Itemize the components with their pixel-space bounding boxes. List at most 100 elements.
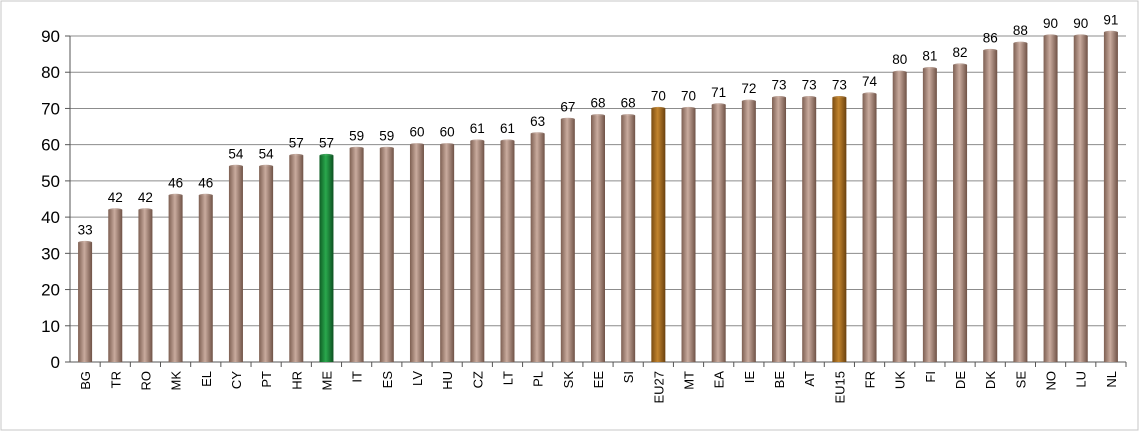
x-tick-label-de: DE bbox=[953, 371, 968, 389]
bar-me bbox=[319, 155, 334, 362]
bar-nl bbox=[1103, 32, 1118, 362]
data-label-cy: 54 bbox=[228, 146, 244, 161]
x-tick-label-bg: BG bbox=[78, 371, 93, 390]
x-tick-label-el: EL bbox=[199, 371, 214, 387]
bar-no bbox=[1043, 36, 1058, 362]
bar-cap bbox=[379, 146, 394, 150]
bars bbox=[78, 30, 1118, 363]
x-tick-label-fr: FR bbox=[863, 371, 878, 388]
bar-cap bbox=[138, 208, 153, 212]
data-label-cz: 61 bbox=[470, 121, 485, 136]
data-label-bg: 33 bbox=[78, 222, 93, 237]
x-tick-label-cz: CZ bbox=[470, 371, 485, 388]
data-label-hu: 60 bbox=[440, 125, 455, 140]
bar-bg bbox=[78, 242, 93, 362]
x-tick-label-eu15: EU15 bbox=[832, 371, 847, 404]
data-label-tr: 42 bbox=[108, 190, 123, 205]
y-tick-label: 30 bbox=[41, 244, 60, 263]
data-label-es: 59 bbox=[379, 128, 394, 143]
data-label-it: 59 bbox=[349, 128, 364, 143]
bar-cap bbox=[1043, 34, 1058, 38]
y-tick-label: 0 bbox=[51, 353, 60, 372]
bar-cap bbox=[802, 95, 817, 100]
bar-cap bbox=[500, 139, 515, 143]
x-tick-label-nl: NL bbox=[1104, 371, 1119, 388]
x-tick-label-it: IT bbox=[350, 371, 365, 383]
bar-cap bbox=[621, 114, 636, 118]
x-tick-label-ea: EA bbox=[712, 371, 727, 389]
bar-cap bbox=[892, 70, 907, 74]
x-tick-label-lv: LV bbox=[410, 371, 425, 386]
bar-eu15 bbox=[832, 97, 847, 363]
y-tick-label: 60 bbox=[41, 136, 60, 155]
data-label-no: 90 bbox=[1043, 16, 1058, 31]
bar-cap bbox=[711, 103, 726, 107]
x-tick-label-mt: MT bbox=[682, 371, 697, 390]
bar-ee bbox=[591, 115, 605, 362]
x-tick-label-uk: UK bbox=[893, 371, 908, 389]
data-label-ie: 72 bbox=[741, 81, 756, 96]
bar-cap bbox=[832, 95, 847, 100]
data-label-me: 57 bbox=[319, 136, 334, 151]
data-label-lu: 90 bbox=[1073, 16, 1088, 31]
bar-cap bbox=[198, 193, 213, 197]
x-tick-labels: BG TR RO MK EL CY PT HR ME IT ES LV HU CZ LT PL SK EE SI EU… bbox=[78, 371, 1119, 404]
x-tick-label-pl: PL bbox=[531, 371, 546, 387]
data-label-fi: 81 bbox=[922, 49, 937, 64]
bar-dk bbox=[983, 50, 998, 362]
x-tick-label-es: ES bbox=[380, 371, 395, 389]
bar-cap bbox=[319, 153, 334, 158]
x-tick-label-at: AT bbox=[802, 371, 817, 387]
data-label-dk: 86 bbox=[983, 30, 998, 45]
data-label-mk: 46 bbox=[168, 175, 183, 190]
bar-cap bbox=[259, 164, 274, 168]
y-tick-label: 80 bbox=[41, 63, 60, 82]
bar-cap bbox=[530, 132, 545, 136]
data-label-el: 46 bbox=[198, 175, 213, 190]
data-label-fr: 74 bbox=[862, 74, 878, 89]
bar-cap bbox=[772, 95, 787, 100]
x-tick-label-ee: EE bbox=[591, 371, 606, 389]
y-tick-label: 70 bbox=[41, 99, 60, 118]
x-tick-label-lt: LT bbox=[500, 371, 515, 385]
x-tick-label-eu27: EU27 bbox=[651, 371, 666, 404]
x-tick-label-sk: SK bbox=[561, 371, 576, 389]
data-label-se: 88 bbox=[1013, 23, 1028, 38]
x-tick-label-ie: IE bbox=[742, 371, 757, 384]
bar-es bbox=[379, 148, 394, 362]
bar-cap bbox=[591, 114, 605, 118]
bar-cz bbox=[470, 141, 485, 362]
data-label-ea: 71 bbox=[711, 85, 726, 100]
bar-cap bbox=[470, 139, 485, 143]
bar-cap bbox=[741, 99, 756, 103]
bar-cap bbox=[953, 63, 968, 67]
x-tick-label-ro: RO bbox=[138, 371, 153, 391]
bar-lt bbox=[500, 141, 515, 362]
bar-si bbox=[621, 115, 636, 362]
x-tick-label-be: BE bbox=[772, 371, 787, 389]
x-tick-label-pt: PT bbox=[259, 371, 274, 388]
bar-cap bbox=[289, 153, 304, 158]
data-label-si: 68 bbox=[621, 96, 636, 111]
data-label-hr: 57 bbox=[289, 136, 304, 151]
bar-cap bbox=[651, 106, 666, 111]
bar-cap bbox=[983, 48, 998, 53]
bar-ea bbox=[711, 104, 726, 363]
y-tick-label: 50 bbox=[41, 172, 60, 191]
y-tick-label: 20 bbox=[41, 281, 60, 300]
data-label-be: 73 bbox=[772, 78, 787, 93]
x-tick-label-mk: MK bbox=[169, 371, 184, 391]
y-tick-label: 40 bbox=[41, 208, 60, 227]
bar-hr bbox=[289, 155, 304, 362]
data-label-pl: 63 bbox=[530, 114, 545, 129]
bar-be bbox=[772, 97, 787, 363]
bar-se bbox=[1013, 43, 1028, 362]
x-tick-label-no: NO bbox=[1044, 371, 1059, 391]
data-label-eu27: 70 bbox=[651, 88, 666, 103]
y-tick-label: 10 bbox=[41, 317, 60, 336]
x-tick-label-se: SE bbox=[1013, 371, 1028, 389]
bar-lv bbox=[409, 144, 424, 362]
bar-cy bbox=[228, 166, 243, 362]
bar-cap bbox=[108, 208, 123, 212]
